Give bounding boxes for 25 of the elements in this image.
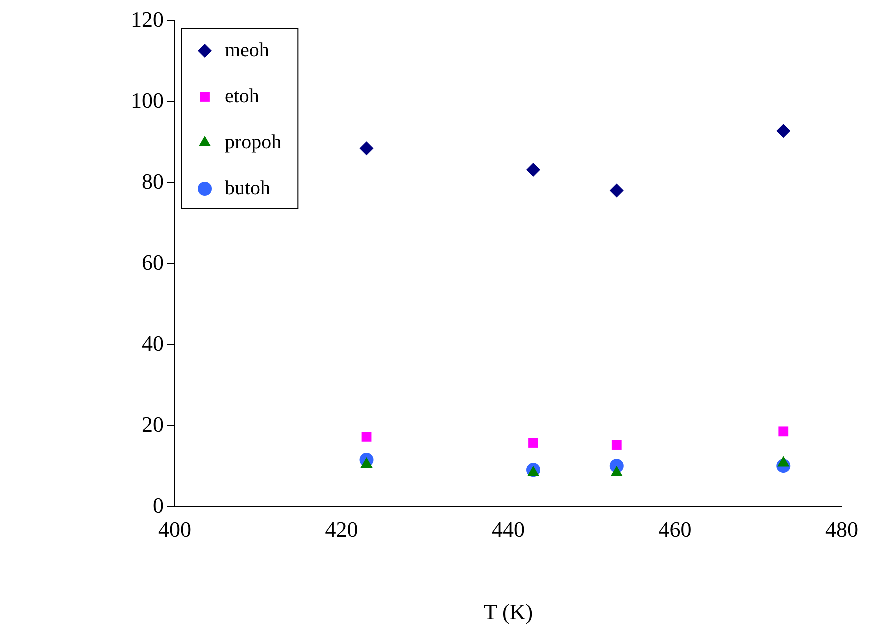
x-tick-label: 480 bbox=[826, 516, 858, 542]
point bbox=[610, 184, 624, 198]
y-tick-label: 20 bbox=[142, 412, 164, 437]
point bbox=[778, 426, 789, 437]
x-tick-label: 440 bbox=[492, 516, 525, 542]
point bbox=[528, 438, 538, 448]
x-tick-label: 460 bbox=[658, 516, 692, 542]
legend-label: butoh bbox=[225, 177, 271, 200]
point bbox=[526, 163, 541, 178]
y-tick-label: 120 bbox=[131, 6, 164, 32]
legend-label: etoh bbox=[225, 85, 260, 108]
x-tick-label: 400 bbox=[158, 516, 192, 542]
point bbox=[612, 440, 622, 450]
point bbox=[776, 124, 791, 138]
y-tick-label: 100 bbox=[131, 88, 164, 113]
x-tick-label: 420 bbox=[325, 516, 358, 542]
y-tick-label: 60 bbox=[142, 250, 164, 275]
legend-label: meoh bbox=[225, 39, 270, 62]
y-tick-label: 0 bbox=[153, 492, 164, 518]
y-tick-label: 80 bbox=[142, 168, 164, 194]
y-tick-label: 40 bbox=[142, 330, 164, 356]
point bbox=[360, 142, 374, 156]
point bbox=[362, 432, 372, 442]
legend-label: propoh bbox=[225, 131, 282, 154]
x-axis-title: T (K) bbox=[484, 600, 534, 625]
